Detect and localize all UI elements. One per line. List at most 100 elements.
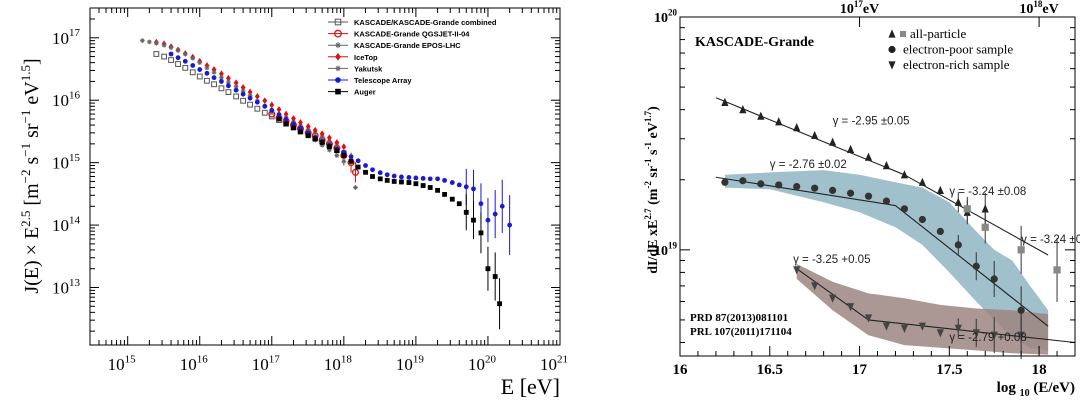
reference-text: PRD 87(2013)081101 <box>690 312 788 324</box>
y-tick-label: 1016 <box>52 90 81 111</box>
data-point <box>775 117 783 126</box>
data-point <box>981 204 989 213</box>
data-point <box>196 73 203 80</box>
data-point <box>497 301 502 307</box>
data-point <box>1017 331 1025 340</box>
gamma-annotation: γ = -3.24 ±0.08 <box>949 186 1026 198</box>
data-point <box>413 181 419 187</box>
data-point <box>954 324 962 333</box>
data-point <box>721 97 729 106</box>
data-point <box>219 79 224 84</box>
data-point <box>882 161 891 170</box>
y-tick-label: 1017 <box>52 27 81 48</box>
legend-marker <box>335 53 341 61</box>
legend-label: all-particle <box>910 26 967 41</box>
data-point <box>161 42 167 48</box>
data-point <box>326 144 332 150</box>
data-point <box>456 182 462 188</box>
legend-label: Telescope Array <box>354 76 412 85</box>
data-point <box>1053 266 1061 274</box>
data-point <box>247 93 253 99</box>
data-point <box>182 64 189 71</box>
data-point <box>276 116 282 122</box>
data-point <box>233 84 239 90</box>
right-x-axis-label: log 10 (E/eV) <box>997 380 1075 399</box>
data-point <box>918 322 926 331</box>
data-point <box>291 125 296 131</box>
data-point <box>153 51 160 57</box>
data-point <box>829 294 837 303</box>
data-point <box>406 180 412 185</box>
data-point <box>918 177 926 186</box>
data-point <box>864 152 873 161</box>
data-point <box>182 51 188 57</box>
data-point <box>254 93 260 100</box>
data-point <box>254 99 260 105</box>
data-point <box>463 184 469 190</box>
data-point <box>305 133 311 139</box>
data-point <box>370 174 375 179</box>
data-point <box>864 192 873 200</box>
x-tick-label: 1016 <box>180 353 209 374</box>
legend-marker <box>888 45 896 54</box>
data-point <box>990 275 998 283</box>
data-point <box>283 121 289 127</box>
data-point <box>427 176 433 182</box>
data-point <box>247 95 253 101</box>
left-x-axis-label: E [eV] <box>501 374 560 399</box>
legend-label: KASCADE/KASCADE-Grande combined <box>354 18 497 27</box>
data-point <box>936 227 944 236</box>
x-tick-label: 17.5 <box>936 362 962 378</box>
data-point <box>954 241 962 249</box>
legend-label: KASCADE-Grande EPOS-LHC <box>354 41 461 50</box>
data-point <box>276 106 282 113</box>
data-point <box>811 282 819 291</box>
data-point <box>211 69 217 75</box>
data-point <box>233 93 240 100</box>
data-point <box>757 180 765 188</box>
data-point <box>353 185 358 190</box>
data-point <box>298 119 303 126</box>
reference-text: PRL 107(2011)171104 <box>690 326 792 338</box>
data-point <box>900 170 909 179</box>
data-point <box>283 110 289 118</box>
right-top-axis-ticks: 1017eV 1018eV <box>840 0 1059 27</box>
data-point <box>319 130 325 138</box>
legend-marker <box>334 29 342 38</box>
legend-marker <box>335 65 341 72</box>
data-point <box>900 205 909 213</box>
data-point <box>442 177 447 183</box>
data-point <box>377 170 383 176</box>
right-chart: 16 16.5 17 17.5 18 1019 1020 1017eV 1018eV γ =… <box>643 0 1080 399</box>
data-point <box>739 177 747 185</box>
data-point <box>864 314 873 323</box>
data-point <box>435 176 440 182</box>
data-point <box>499 203 505 209</box>
data-point <box>846 303 855 312</box>
gamma-annotation: γ = -2.95 ±0.05 <box>833 116 910 128</box>
left-plot-frame <box>89 7 561 346</box>
data-point <box>391 179 397 184</box>
data-point <box>298 125 303 131</box>
data-point <box>420 183 426 188</box>
data-point <box>269 101 275 109</box>
data-point <box>793 182 801 191</box>
data-point <box>435 187 440 193</box>
data-point <box>936 329 944 338</box>
data-point <box>153 40 159 46</box>
data-point <box>190 55 196 61</box>
y-tick-label: 1019 <box>654 241 678 259</box>
data-point <box>811 130 819 140</box>
data-point <box>954 197 962 206</box>
data-point <box>226 79 231 85</box>
data-point <box>485 266 491 272</box>
data-point <box>211 81 217 88</box>
data-point <box>846 189 855 197</box>
data-point <box>226 83 231 89</box>
right-gamma-annotations: γ = -2.95 ±0.05 γ = -3.24 ±0.08 γ = -2.76 … <box>770 116 1080 345</box>
legend-label: Auger <box>354 88 376 97</box>
data-point <box>233 79 239 87</box>
legend-marker <box>335 88 341 95</box>
data-point <box>326 134 332 142</box>
data-point <box>811 184 819 192</box>
